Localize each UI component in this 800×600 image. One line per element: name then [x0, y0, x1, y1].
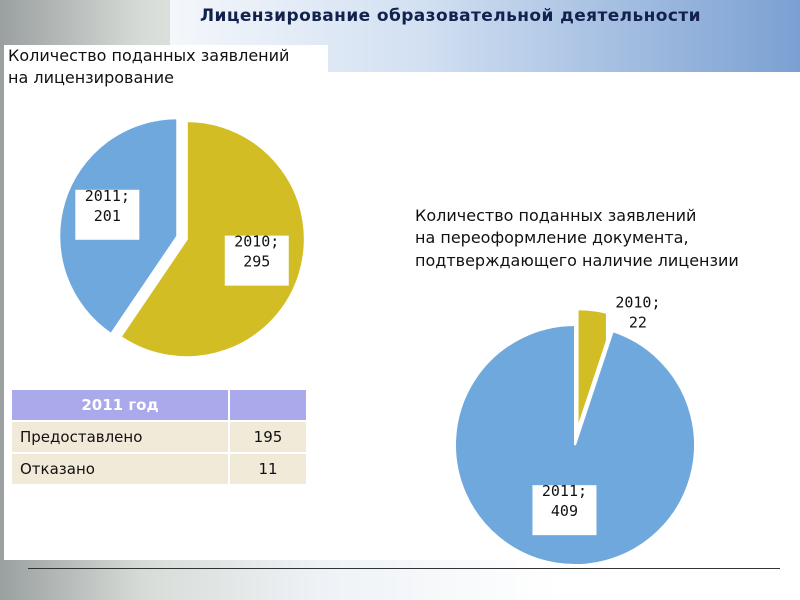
table-header: 2011 год: [10, 388, 230, 422]
data-label: 2011; 201: [85, 187, 130, 225]
table: 2011 год Предоставлено 195 Отказано 11: [10, 388, 308, 486]
label-box: [75, 189, 140, 240]
table-cell: Предоставлено: [10, 420, 230, 454]
divider: [28, 568, 780, 569]
pie-slice: [119, 120, 306, 359]
chart-title: Количество поданных заявлений на лицензи…: [4, 45, 328, 97]
table-cell: 195: [228, 420, 308, 454]
data-label: 2010; 295: [234, 233, 279, 271]
label-box: [224, 235, 289, 286]
pie-slice: [454, 323, 696, 566]
chart-title: Количество поданных заявлений на переофо…: [405, 205, 775, 297]
page-title: Лицензирование образовательной деятельно…: [200, 6, 701, 26]
table-header: [228, 388, 308, 422]
table-cell: 11: [228, 452, 308, 486]
label-box: [532, 485, 597, 536]
data-label: 2011; 409: [542, 482, 587, 520]
data-label: 2010; 22: [615, 293, 660, 331]
table-cell: Отказано: [10, 452, 230, 486]
